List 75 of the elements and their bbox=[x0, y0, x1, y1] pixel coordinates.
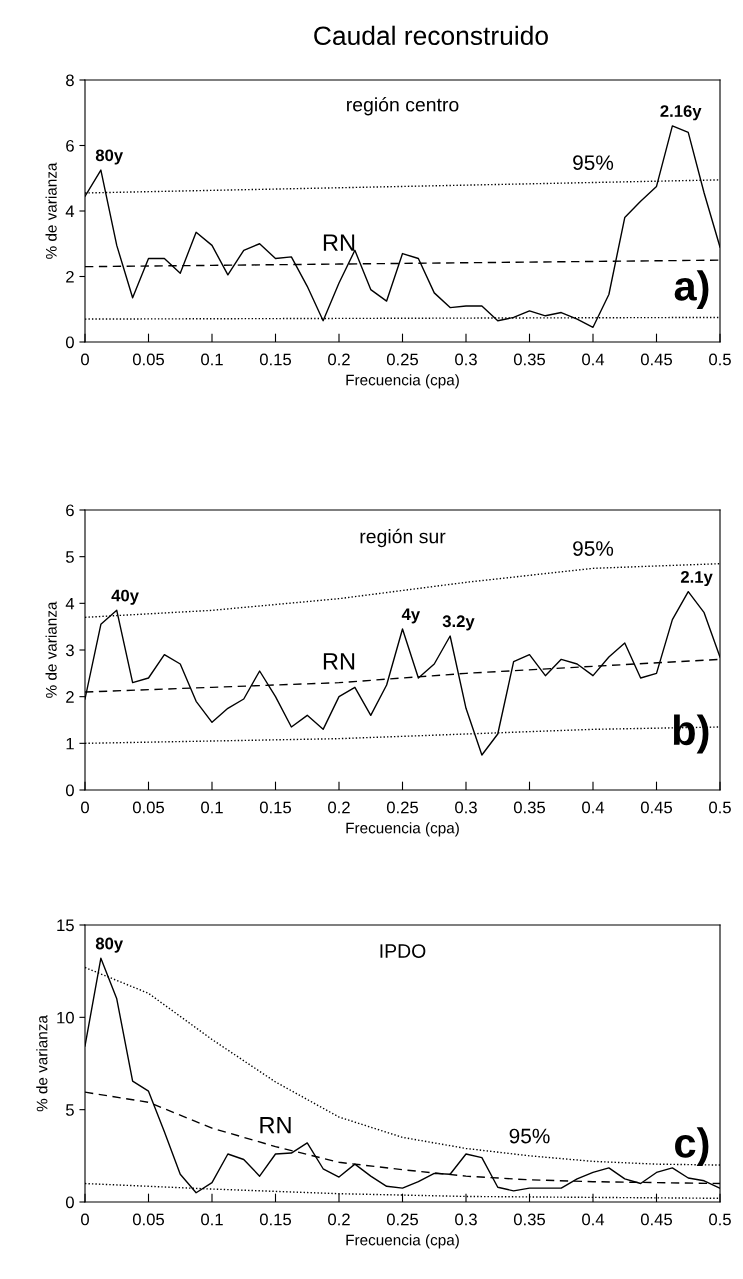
x-tick-label: 0 bbox=[81, 353, 89, 366]
x-tick-label: 0.5 bbox=[709, 353, 731, 366]
x-tick-label: 0.35 bbox=[513, 353, 546, 366]
chart-title: Caudal reconstruido bbox=[314, 25, 548, 46]
x-tick-label: 0.1 bbox=[201, 353, 223, 366]
y-tick-label: 8 bbox=[66, 74, 74, 87]
text: región centro bbox=[347, 97, 459, 116]
x-tick-label: 0.2 bbox=[328, 353, 350, 366]
x-tick-label: 0 bbox=[81, 1213, 89, 1226]
x-tick-label: 0.45 bbox=[640, 1213, 673, 1226]
x-tick-label: 0.1 bbox=[201, 1213, 223, 1226]
annotation: 80y bbox=[95, 937, 124, 953]
x-tick-label: 0.25 bbox=[386, 353, 419, 366]
annotation: 80y bbox=[95, 149, 124, 165]
x-tick-label: 0 bbox=[81, 801, 89, 814]
series-label: 95% bbox=[509, 1128, 550, 1144]
x-tick-label: 0.15 bbox=[259, 801, 292, 814]
x-tick-label: 0.15 bbox=[259, 1213, 292, 1226]
series-label: RN bbox=[260, 1117, 291, 1134]
x-tick-label: 0.4 bbox=[582, 801, 605, 814]
y-axis-title: % de varianza bbox=[45, 162, 57, 259]
x-tick-label: 0.3 bbox=[455, 1213, 477, 1226]
x-tick-label: 0.5 bbox=[709, 801, 731, 814]
annotation: b) bbox=[673, 714, 709, 754]
x-tick-label: 0.45 bbox=[640, 353, 673, 366]
annotation: 2.1y bbox=[680, 571, 713, 587]
annotation: 40y bbox=[111, 589, 139, 605]
y-tick-label: 2 bbox=[66, 270, 74, 283]
x-tick-label: 0.15 bbox=[259, 353, 292, 366]
x-tick-label: 0.25 bbox=[386, 801, 419, 814]
y-tick-label: 4 bbox=[65, 205, 75, 218]
x-axis-title: Frecuencia (cpa) bbox=[346, 374, 459, 389]
annotation: 3.2y bbox=[442, 615, 475, 631]
x-tick-label: 0.3 bbox=[455, 801, 477, 814]
y-tick-label: 4 bbox=[65, 597, 75, 610]
x-tick-label: 0.45 bbox=[640, 801, 673, 814]
x-tick-label: 0.1 bbox=[201, 801, 223, 814]
x-tick-label: 0.35 bbox=[513, 1213, 546, 1226]
y-tick-label: 6 bbox=[66, 139, 74, 152]
series-label: RN bbox=[323, 653, 355, 670]
x-axis-title: Frecuencia (cpa) bbox=[346, 1234, 459, 1249]
series-label: RN bbox=[323, 234, 355, 251]
x-tick-label: 0.35 bbox=[513, 801, 546, 814]
y-tick-label: 1 bbox=[66, 737, 74, 750]
y-tick-label: 10 bbox=[57, 1011, 74, 1024]
annotation: 4y bbox=[401, 608, 421, 624]
text: región sur bbox=[360, 528, 446, 548]
x-tick-label: 0.05 bbox=[132, 801, 165, 814]
y-tick-label: 5 bbox=[65, 1104, 74, 1116]
y-tick-label: 0 bbox=[65, 336, 74, 349]
y-tick-label: 15 bbox=[57, 919, 74, 932]
x-tick-label: 0.05 bbox=[132, 353, 165, 366]
y-tick-label: 0 bbox=[65, 1196, 74, 1209]
series-label: 95% bbox=[573, 155, 614, 171]
series-label: 95% bbox=[573, 541, 614, 556]
x-tick-label: 0.4 bbox=[582, 353, 605, 366]
y-tick-label: 3 bbox=[65, 644, 74, 657]
annotation: c) bbox=[675, 1127, 709, 1167]
x-tick-label: 0.5 bbox=[709, 1213, 731, 1226]
y-tick-label: 5 bbox=[65, 551, 74, 563]
x-axis-title: Frecuencia (cpa) bbox=[346, 822, 459, 837]
x-tick-label: 0.2 bbox=[328, 801, 350, 814]
y-axis-title: % de varianza bbox=[36, 1015, 48, 1112]
annotation: a) bbox=[674, 270, 709, 310]
y-tick-label: 2 bbox=[66, 691, 74, 703]
y-tick-label: 6 bbox=[66, 504, 74, 517]
x-tick-label: 0.25 bbox=[386, 1213, 419, 1226]
x-tick-label: 0.4 bbox=[582, 1213, 605, 1226]
x-tick-label: 0.3 bbox=[455, 353, 477, 366]
annotation: 2.16y bbox=[660, 105, 702, 121]
y-axis-title: % de varianza bbox=[45, 601, 57, 698]
x-tick-label: 0.05 bbox=[132, 1213, 165, 1226]
text: IPDO bbox=[380, 944, 426, 958]
y-tick-label: 0 bbox=[65, 784, 74, 797]
x-tick-label: 0.2 bbox=[328, 1213, 350, 1226]
